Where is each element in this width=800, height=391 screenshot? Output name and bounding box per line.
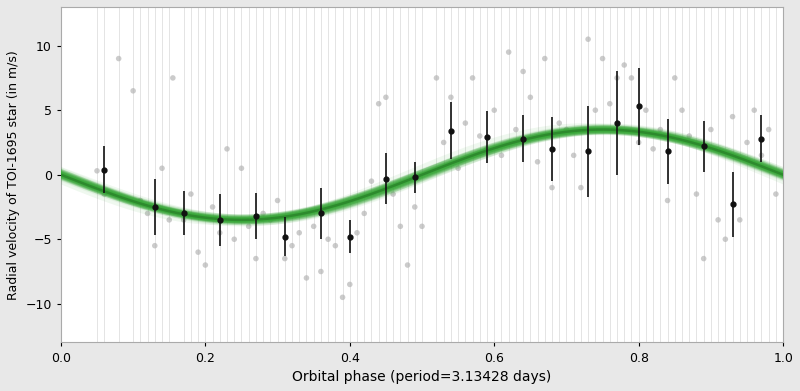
Point	[741, 139, 754, 145]
Point	[336, 294, 349, 300]
Point	[639, 107, 652, 113]
Point	[163, 217, 176, 223]
Point	[596, 56, 609, 62]
Point	[582, 36, 594, 42]
Point	[166, 75, 179, 81]
Point	[430, 75, 443, 81]
Point	[264, 217, 277, 223]
Point	[546, 185, 558, 191]
Point	[481, 146, 494, 152]
Point	[401, 262, 414, 268]
Point	[705, 126, 718, 133]
Point	[235, 165, 248, 171]
Point	[762, 126, 775, 133]
Point	[314, 268, 327, 274]
Point	[495, 152, 508, 158]
Point	[734, 217, 746, 223]
Point	[625, 75, 638, 81]
Point	[358, 210, 370, 217]
Point	[603, 100, 616, 107]
Point	[126, 88, 139, 94]
Point	[438, 139, 450, 145]
Point	[574, 185, 587, 191]
Point	[445, 94, 458, 100]
Point	[567, 152, 580, 158]
Point	[98, 191, 110, 197]
Point	[148, 242, 161, 249]
Point	[156, 165, 169, 171]
Point	[755, 152, 768, 158]
Point	[90, 168, 103, 174]
Point	[560, 126, 573, 133]
Point	[618, 62, 630, 68]
Point	[221, 146, 234, 152]
Point	[661, 197, 674, 204]
Point	[668, 75, 681, 81]
Point	[524, 94, 537, 100]
Point	[690, 191, 703, 197]
Point	[307, 223, 320, 230]
Point	[531, 159, 544, 165]
Point	[502, 49, 515, 55]
Point	[770, 191, 782, 197]
Point	[350, 230, 363, 236]
Point	[726, 113, 739, 120]
Point	[459, 120, 472, 126]
Point	[300, 275, 313, 281]
Point	[329, 242, 342, 249]
Point	[271, 197, 284, 204]
Point	[683, 133, 696, 139]
Point	[474, 133, 486, 139]
Point	[394, 223, 406, 230]
Point	[206, 204, 219, 210]
Point	[676, 107, 689, 113]
Point	[510, 126, 522, 133]
Point	[278, 255, 291, 262]
Point	[538, 56, 551, 62]
Point	[250, 255, 262, 262]
Point	[589, 107, 602, 113]
Point	[242, 223, 255, 230]
X-axis label: Orbital phase (period=3.13428 days): Orbital phase (period=3.13428 days)	[292, 370, 552, 384]
Point	[553, 120, 566, 126]
Point	[379, 94, 392, 100]
Point	[141, 210, 154, 217]
Point	[293, 230, 306, 236]
Point	[257, 210, 270, 217]
Point	[199, 262, 212, 268]
Point	[192, 249, 205, 255]
Point	[322, 236, 334, 242]
Point	[517, 68, 530, 75]
Point	[488, 107, 501, 113]
Point	[343, 281, 356, 287]
Point	[134, 197, 146, 204]
Point	[698, 255, 710, 262]
Point	[408, 204, 421, 210]
Point	[610, 75, 623, 81]
Point	[386, 191, 399, 197]
Point	[452, 165, 465, 171]
Point	[112, 56, 125, 62]
Point	[416, 223, 429, 230]
Y-axis label: Radial velocity of TOI-1695 star (in m/s): Radial velocity of TOI-1695 star (in m/s…	[7, 50, 20, 300]
Point	[748, 107, 761, 113]
Point	[646, 146, 659, 152]
Point	[372, 100, 385, 107]
Point	[185, 191, 198, 197]
Point	[719, 236, 732, 242]
Point	[466, 75, 479, 81]
Point	[654, 126, 666, 133]
Point	[286, 242, 298, 249]
Point	[712, 217, 725, 223]
Point	[632, 139, 645, 145]
Point	[214, 230, 226, 236]
Point	[178, 217, 190, 223]
Point	[228, 236, 241, 242]
Point	[365, 178, 378, 184]
